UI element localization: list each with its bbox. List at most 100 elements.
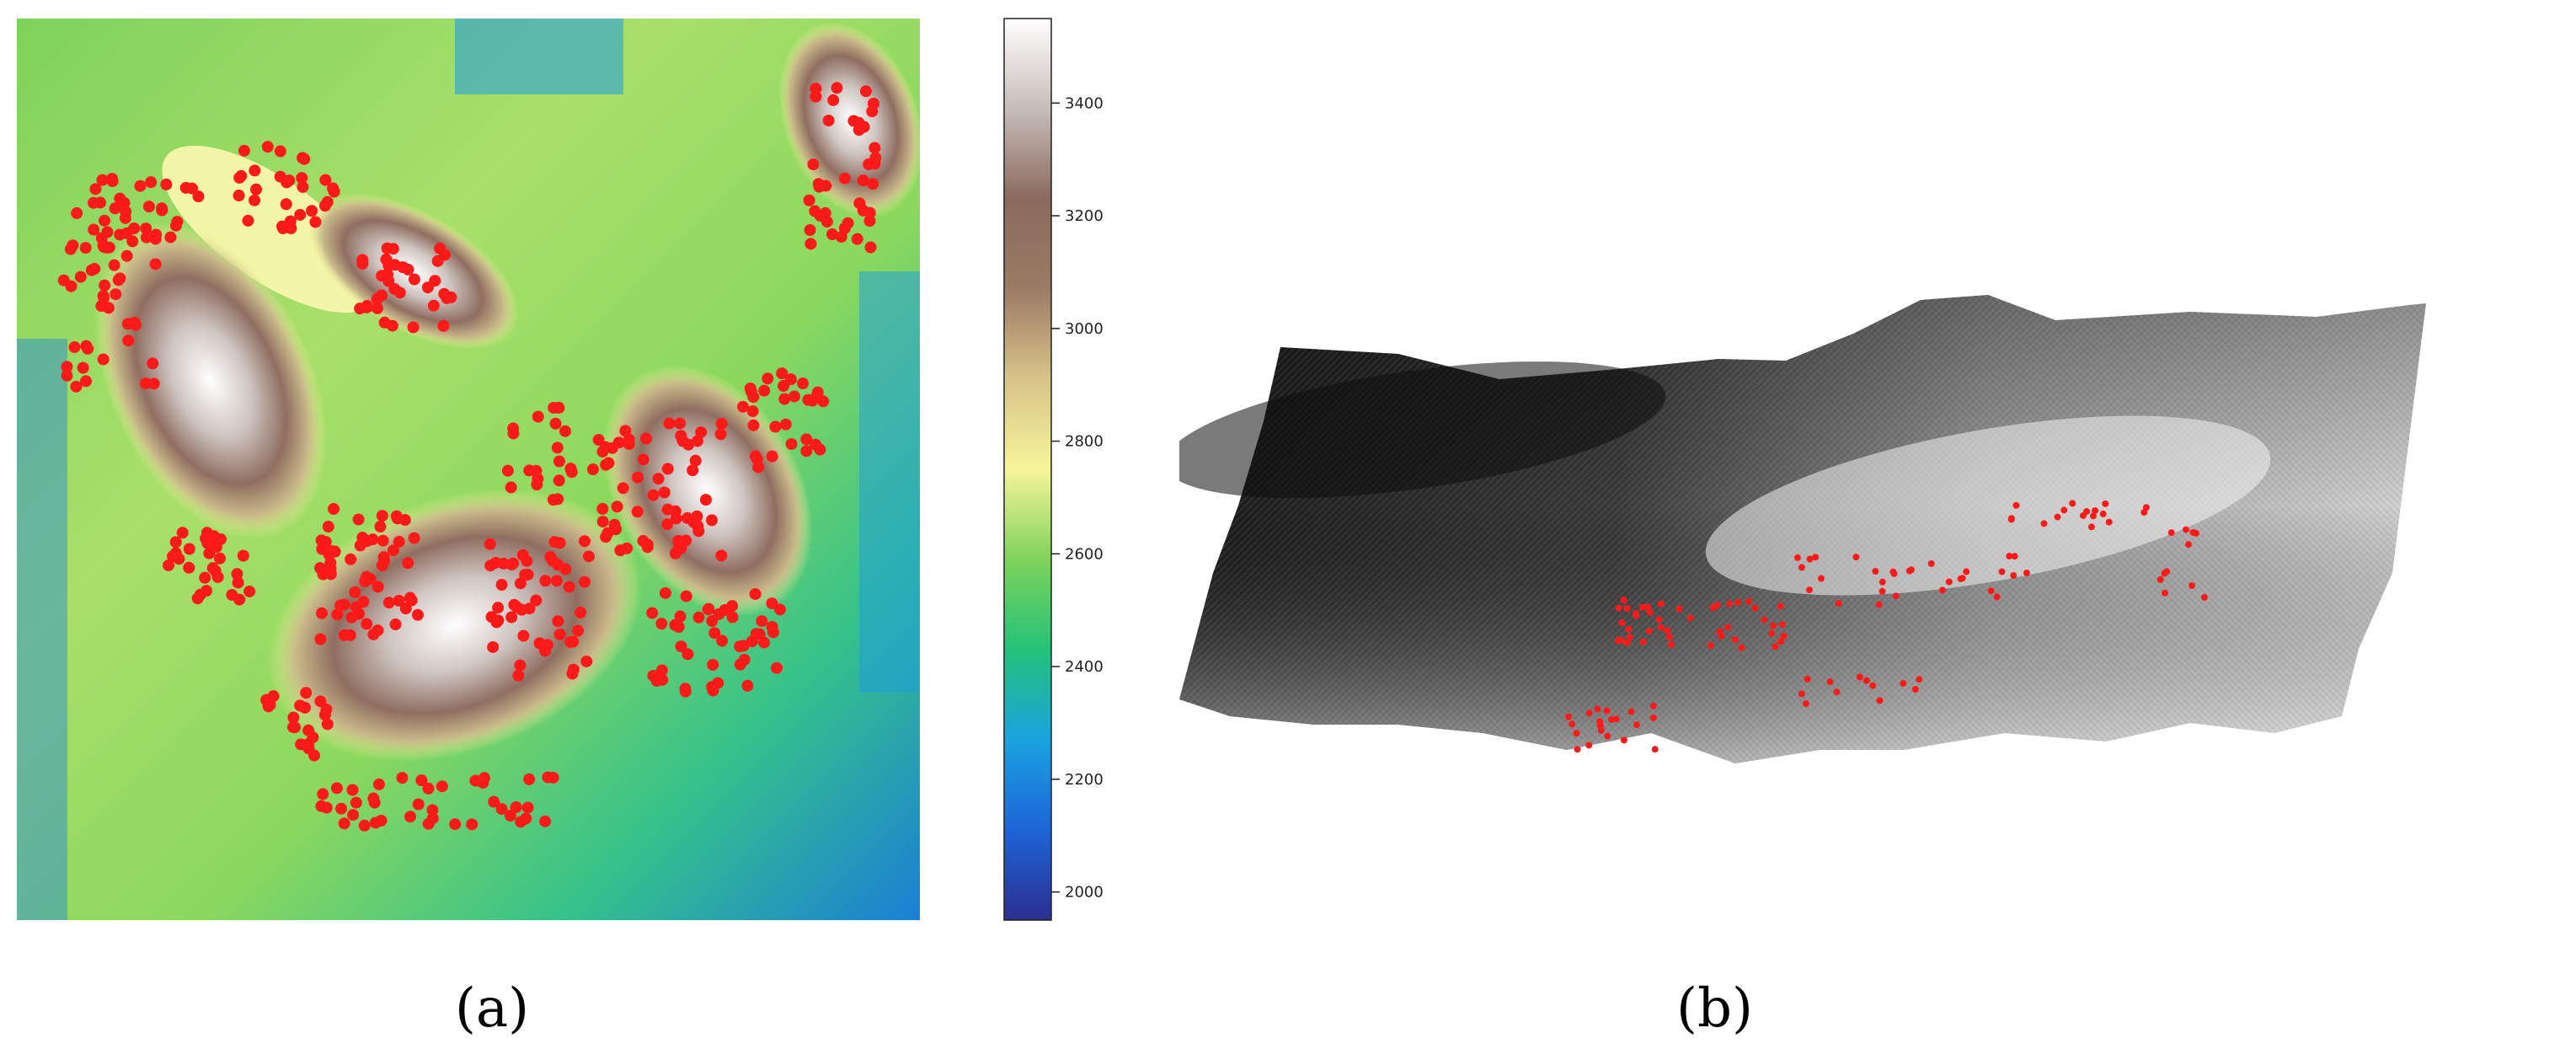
sample-point — [287, 711, 300, 724]
sample-point — [233, 593, 246, 606]
sample-point — [367, 628, 380, 640]
sample-point — [766, 597, 778, 610]
sample-point — [330, 782, 343, 795]
sample-point — [785, 437, 798, 450]
sample-point — [530, 594, 542, 607]
sample-point — [434, 242, 446, 254]
sample-point — [349, 586, 361, 598]
sample-point — [2189, 581, 2196, 589]
sample-point — [415, 774, 428, 787]
sample-point — [714, 428, 727, 441]
sample-point — [95, 232, 108, 244]
sample-point — [567, 663, 580, 676]
sample-point — [89, 183, 102, 195]
sample-point — [1725, 600, 1733, 608]
sample-point — [708, 627, 721, 640]
sample-point — [1623, 605, 1631, 613]
sample-point — [140, 222, 152, 235]
sample-point — [192, 190, 205, 203]
sample-point — [495, 579, 508, 592]
colorbar-tick-label: 3200 — [1065, 207, 1104, 225]
sample-point — [680, 590, 692, 602]
sample-point — [655, 618, 668, 630]
sample-point — [1612, 715, 1620, 723]
sample-point — [1651, 746, 1659, 753]
sample-point — [318, 709, 331, 721]
sample-point — [617, 482, 629, 495]
sample-point — [1938, 586, 1946, 594]
sample-point — [277, 222, 290, 235]
sample-point — [523, 602, 536, 615]
sample-point — [2161, 570, 2168, 577]
sample-point — [134, 179, 147, 192]
colorbar-tick-label: 2800 — [1065, 433, 1104, 451]
sample-point — [1751, 604, 1759, 612]
sample-point — [1614, 637, 1622, 645]
sample-point — [691, 435, 703, 447]
sample-point — [2006, 553, 2013, 560]
sample-point — [1872, 568, 1879, 576]
sample-point — [1707, 642, 1714, 650]
sample-point — [80, 375, 93, 388]
sample-point — [546, 554, 558, 567]
sample-point — [280, 198, 292, 211]
sample-point — [784, 373, 797, 386]
sample-point — [350, 796, 362, 809]
sample-point — [300, 687, 313, 699]
sample-point — [712, 677, 724, 689]
sample-point — [563, 581, 575, 593]
sample-point — [1625, 625, 1633, 633]
sample-point — [547, 771, 559, 784]
sample-point — [2092, 506, 2099, 514]
sample-point — [318, 200, 331, 212]
sample-point — [512, 669, 525, 682]
sample-point — [800, 445, 813, 458]
sample-point — [813, 180, 826, 193]
sample-point — [507, 427, 520, 440]
sample-point — [61, 369, 73, 382]
sample-point — [745, 385, 757, 398]
sample-point — [519, 569, 532, 581]
sample-point — [669, 618, 681, 631]
sample-point — [346, 784, 359, 796]
sample-point — [2054, 513, 2061, 521]
sample-point — [736, 400, 749, 413]
sample-point — [1649, 702, 1657, 709]
sample-point — [242, 214, 254, 227]
sample-point — [316, 607, 329, 619]
sample-point — [2040, 520, 2048, 527]
ridge-west — [94, 222, 327, 540]
sample-point — [99, 214, 111, 227]
sample-point — [120, 206, 132, 218]
sample-point — [552, 615, 564, 628]
sample-point — [106, 173, 119, 185]
sample-point — [2200, 593, 2208, 601]
sample-point — [674, 417, 687, 430]
sample-point — [575, 606, 587, 618]
sample-point — [1856, 673, 1863, 681]
sample-point — [408, 273, 420, 286]
sample-point — [2069, 500, 2076, 507]
sample-point — [393, 286, 406, 299]
sample-point — [1777, 602, 1784, 610]
sample-point — [408, 532, 420, 544]
sample-point — [478, 772, 490, 784]
sample-point — [393, 535, 405, 548]
sample-point — [804, 238, 817, 250]
sample-point — [347, 809, 360, 822]
sample-point — [179, 181, 192, 194]
sample-point — [1585, 741, 1593, 749]
sample-point — [1596, 722, 1604, 730]
sample-point — [489, 556, 502, 569]
sample-point — [128, 222, 141, 235]
sample-point — [402, 557, 414, 570]
colorbar-tick-label: 3000 — [1065, 320, 1104, 338]
sample-point — [515, 816, 527, 828]
sample-point — [689, 454, 702, 467]
sample-point — [1686, 614, 1694, 622]
sample-point — [319, 536, 332, 549]
sample-point — [661, 503, 674, 516]
sample-point — [407, 321, 420, 334]
sample-point — [200, 585, 212, 597]
sample-point — [623, 437, 635, 450]
